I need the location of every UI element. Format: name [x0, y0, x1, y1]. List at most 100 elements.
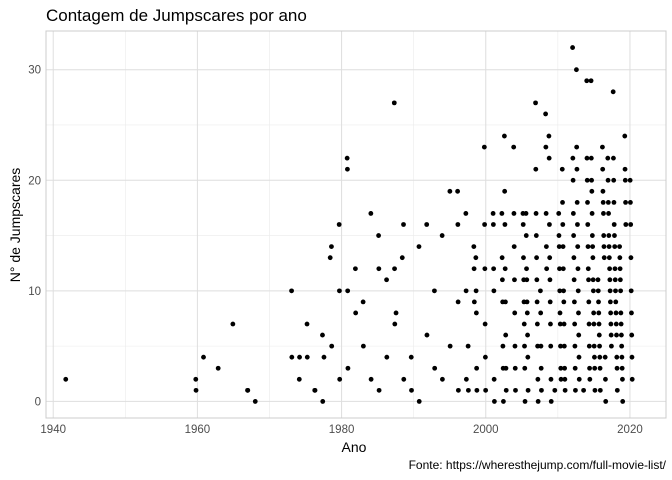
data-point: [512, 343, 518, 349]
data-point: [596, 299, 601, 305]
data-point: [559, 166, 565, 172]
data-point: [193, 376, 199, 382]
data-point: [455, 387, 461, 393]
data-point: [409, 387, 414, 393]
data-point: [597, 354, 603, 360]
data-point: [499, 277, 505, 283]
data-point: [588, 78, 594, 84]
data-point: [499, 255, 505, 261]
data-point: [589, 233, 595, 238]
data-point: [561, 343, 567, 349]
data-point: [601, 233, 607, 238]
data-point: [570, 177, 576, 183]
data-point: [329, 244, 334, 250]
data-point: [617, 255, 623, 261]
data-point: [620, 376, 625, 382]
data-point: [534, 277, 540, 283]
data-point: [474, 387, 480, 393]
data-point: [512, 310, 518, 316]
data-point: [534, 299, 540, 305]
data-point: [473, 255, 479, 261]
data-point: [512, 277, 517, 283]
data-point: [591, 321, 597, 327]
data-point: [601, 211, 606, 216]
data-point: [547, 222, 552, 227]
data-point: [614, 332, 619, 338]
data-point: [546, 133, 552, 139]
data-point: [360, 299, 366, 305]
data-point: [576, 376, 582, 382]
plot-border: [45, 30, 667, 419]
data-point: [572, 365, 578, 371]
data-point: [492, 399, 497, 404]
data-point: [556, 244, 562, 250]
data-point: [584, 177, 590, 183]
data-point: [502, 266, 508, 272]
data-point: [576, 354, 582, 360]
data-point: [552, 387, 558, 393]
y-tick-label: 20: [28, 175, 41, 187]
data-point: [548, 399, 554, 404]
data-point: [523, 211, 529, 216]
data-point: [524, 299, 530, 305]
data-point: [491, 376, 497, 382]
data-point: [605, 177, 611, 183]
data-point: [558, 365, 564, 371]
data-point: [589, 211, 595, 216]
data-point: [345, 365, 351, 371]
data-point: [607, 277, 613, 283]
data-point: [607, 299, 613, 305]
data-point: [482, 354, 488, 360]
data-point: [591, 310, 597, 316]
data-point: [297, 354, 302, 360]
data-point: [605, 155, 611, 161]
data-point: [629, 332, 635, 338]
data-point: [524, 310, 530, 316]
data-point: [611, 222, 617, 227]
data-point: [611, 155, 616, 161]
data-point: [588, 155, 594, 161]
data-point: [601, 255, 607, 261]
data-point: [491, 266, 497, 272]
data-points: [63, 45, 635, 404]
data-point: [587, 365, 592, 371]
data-point: [399, 255, 405, 261]
data-point: [538, 343, 544, 349]
data-point: [201, 354, 206, 360]
data-point: [521, 321, 527, 327]
data-point: [629, 376, 635, 382]
data-point: [539, 387, 544, 393]
x-tick-label: 1960: [185, 424, 211, 436]
data-point: [609, 343, 614, 349]
data-point: [560, 199, 565, 205]
data-point: [401, 222, 406, 227]
data-point: [502, 188, 508, 194]
data-point: [603, 376, 608, 382]
data-point: [619, 343, 625, 349]
data-point: [562, 365, 568, 371]
data-point: [289, 354, 295, 360]
data-point: [610, 89, 616, 95]
data-point: [590, 277, 596, 283]
data-point: [597, 365, 603, 371]
data-point: [440, 376, 445, 382]
data-point: [523, 233, 529, 238]
data-point: [611, 177, 617, 183]
data-point: [538, 288, 543, 294]
data-point: [63, 376, 69, 382]
data-point: [622, 133, 628, 139]
data-point: [329, 343, 335, 349]
data-point: [304, 321, 310, 327]
data-point: [592, 365, 598, 371]
data-point: [589, 188, 595, 194]
data-point: [608, 321, 614, 327]
data-point: [482, 266, 488, 272]
data-point: [490, 211, 496, 216]
data-point: [455, 222, 461, 227]
data-point: [576, 332, 582, 338]
data-point: [491, 288, 497, 294]
y-axis-ticks: 0 10 20 30: [28, 65, 41, 409]
data-point: [360, 343, 366, 349]
data-point: [618, 310, 624, 316]
